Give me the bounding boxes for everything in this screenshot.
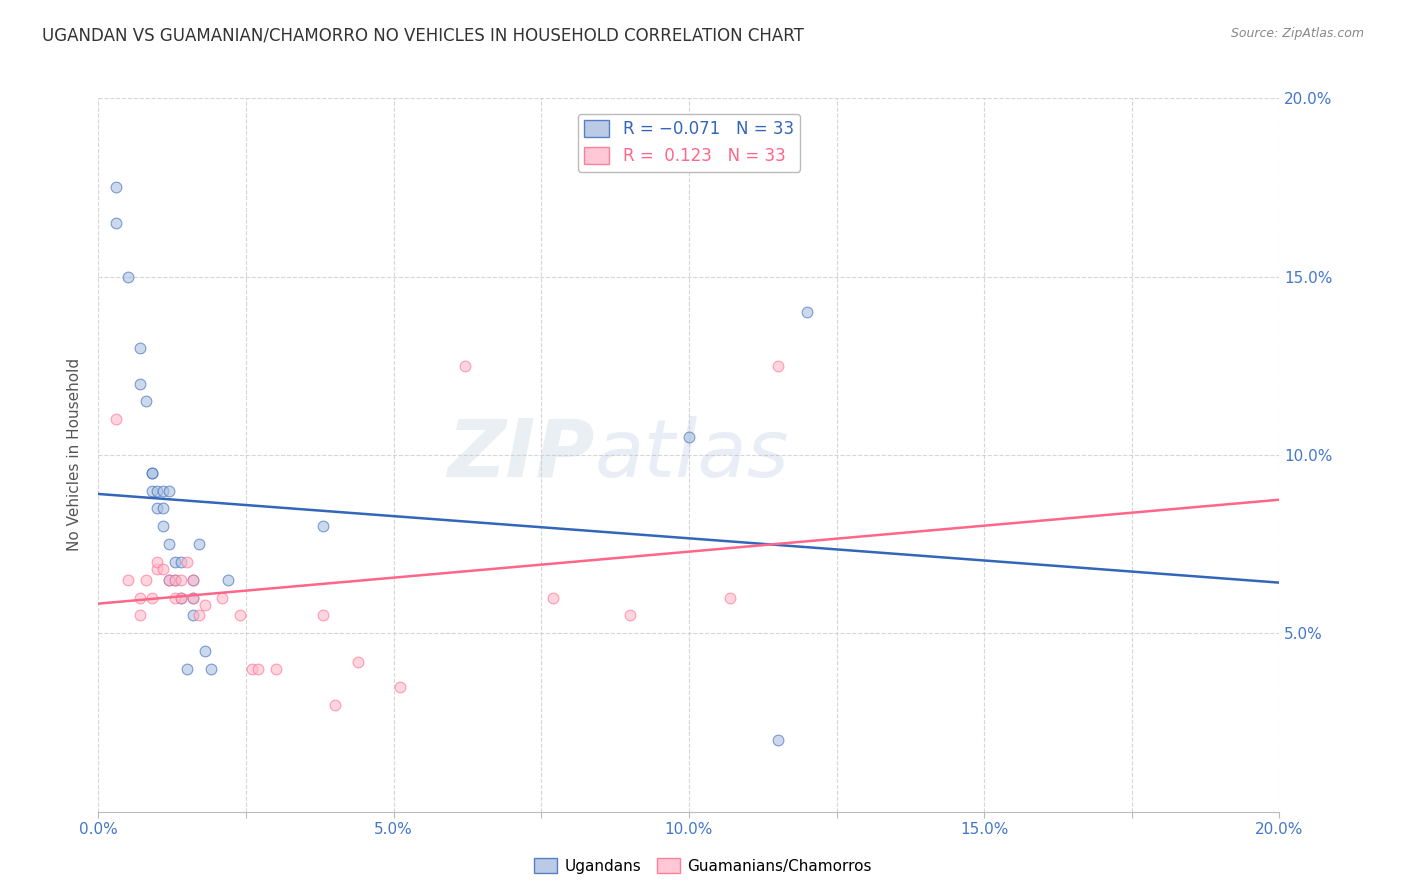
Point	[117, 573, 139, 587]
Text: atlas: atlas	[595, 416, 789, 494]
Legend: R = −0.071   N = 33, R =  0.123   N = 33: R = −0.071 N = 33, R = 0.123 N = 33	[578, 113, 800, 171]
Point	[117, 269, 139, 284]
Point	[141, 466, 163, 480]
Point	[176, 555, 198, 569]
Point	[157, 537, 180, 551]
Point	[105, 180, 128, 194]
Point	[312, 608, 335, 623]
Point	[141, 466, 163, 480]
Point	[229, 608, 252, 623]
Point	[146, 562, 169, 576]
Point	[323, 698, 346, 712]
Point	[264, 662, 287, 676]
Point	[181, 573, 204, 587]
Point	[170, 555, 193, 569]
Text: Source: ZipAtlas.com: Source: ZipAtlas.com	[1230, 27, 1364, 40]
Text: UGANDAN VS GUAMANIAN/CHAMORRO NO VEHICLES IN HOUSEHOLD CORRELATION CHART: UGANDAN VS GUAMANIAN/CHAMORRO NO VEHICLE…	[42, 27, 804, 45]
Point	[766, 733, 789, 747]
Point	[619, 608, 641, 623]
Point	[187, 608, 209, 623]
Point	[181, 573, 204, 587]
Point	[217, 573, 239, 587]
Point	[146, 501, 169, 516]
Point	[453, 359, 475, 373]
Point	[312, 519, 335, 533]
Point	[211, 591, 233, 605]
Point	[181, 608, 204, 623]
Point	[141, 483, 163, 498]
Point	[152, 483, 174, 498]
Point	[181, 591, 204, 605]
Point	[152, 501, 174, 516]
Point	[240, 662, 263, 676]
Point	[157, 573, 180, 587]
Point	[135, 573, 157, 587]
Point	[141, 591, 163, 605]
Point	[347, 655, 370, 669]
Point	[200, 662, 222, 676]
Point	[165, 591, 187, 605]
Point	[718, 591, 741, 605]
Point	[541, 591, 564, 605]
Point	[187, 537, 209, 551]
Point	[796, 305, 818, 319]
Point	[146, 483, 169, 498]
Point	[105, 216, 128, 230]
Text: ZIP: ZIP	[447, 416, 595, 494]
Point	[152, 562, 174, 576]
Point	[157, 573, 180, 587]
Point	[170, 591, 193, 605]
Point	[128, 591, 150, 605]
Point	[678, 430, 700, 444]
Point	[128, 341, 150, 355]
Point	[128, 376, 150, 391]
Point	[128, 608, 150, 623]
Point	[170, 573, 193, 587]
Point	[105, 412, 128, 426]
Point	[157, 483, 180, 498]
Point	[388, 680, 411, 694]
Point	[152, 519, 174, 533]
Point	[194, 644, 217, 658]
Point	[165, 573, 187, 587]
Point	[146, 555, 169, 569]
Point	[135, 394, 157, 409]
Point	[766, 359, 789, 373]
Point	[181, 591, 204, 605]
Point	[194, 598, 217, 612]
Y-axis label: No Vehicles in Household: No Vehicles in Household	[67, 359, 83, 551]
Point	[165, 573, 187, 587]
Point	[165, 555, 187, 569]
Point	[246, 662, 269, 676]
Point	[170, 591, 193, 605]
Legend: Ugandans, Guamanians/Chamorros: Ugandans, Guamanians/Chamorros	[529, 852, 877, 880]
Point	[176, 662, 198, 676]
